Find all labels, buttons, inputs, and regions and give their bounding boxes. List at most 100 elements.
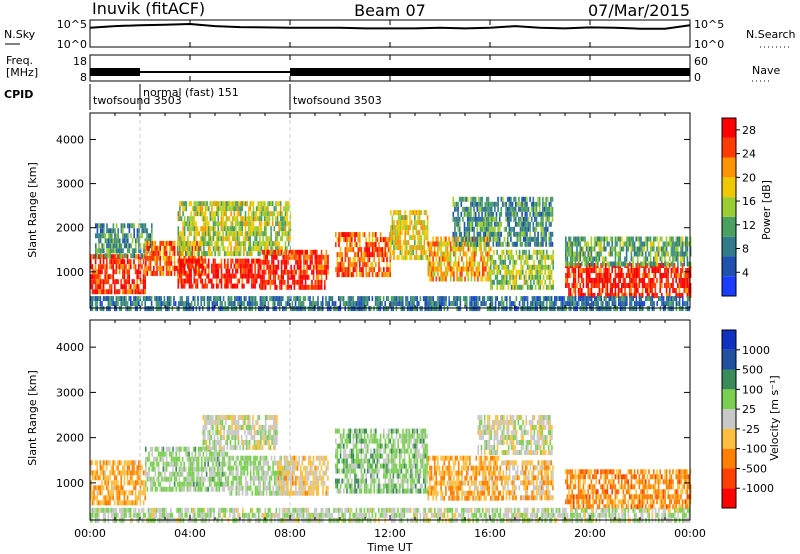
heatmap-cell (271, 201, 274, 207)
heatmap-cell (616, 241, 618, 247)
y-tick-label: 3000 (56, 178, 84, 191)
heatmap-cell (454, 256, 457, 262)
heatmap-cell (115, 264, 118, 270)
heatmap-cell (144, 238, 147, 244)
heatmap-cell (492, 226, 495, 232)
heatmap-cell (212, 226, 215, 232)
heatmap-cell (201, 251, 204, 257)
heatmap-cell (131, 480, 134, 486)
heatmap-cell (478, 261, 481, 267)
heatmap-cell (239, 258, 242, 264)
heatmap-cell (653, 246, 655, 252)
heatmap-cell (288, 301, 290, 307)
heatmap-cell (99, 301, 102, 307)
heatmap-cell (357, 252, 359, 258)
heatmap-cell (177, 246, 180, 252)
heatmap-cell (440, 301, 442, 307)
heatmap-cell (214, 226, 216, 232)
heatmap-cell (606, 268, 609, 273)
heatmap-cell (157, 296, 159, 302)
heatmap-cell (248, 296, 250, 302)
heatmap-cell (506, 231, 509, 237)
heatmap-cell (188, 251, 191, 257)
heatmap-cell (182, 301, 185, 307)
heatmap-cell (606, 306, 609, 312)
heatmap-cell (506, 274, 508, 280)
colorbar-segment (722, 276, 736, 296)
heatmap-cell (315, 301, 318, 307)
heatmap-cell (233, 251, 236, 257)
heatmap-cell (506, 306, 508, 312)
heatmap-cell (280, 249, 283, 255)
heatmap-cell (577, 261, 580, 267)
heatmap-cell (118, 495, 121, 501)
heatmap-cell (215, 201, 218, 207)
heatmap-cell (224, 301, 226, 307)
heatmap-cell (293, 284, 296, 290)
heatmap-cell (622, 241, 625, 247)
heatmap-cell (650, 296, 652, 302)
heatmap-cell (542, 296, 545, 302)
heatmap-cell (629, 288, 631, 293)
heatmap-cell (659, 288, 661, 293)
heatmap-cell (165, 446, 168, 452)
heatmap-cell (255, 231, 258, 237)
heatmap-cell (183, 461, 185, 467)
heatmap-cell (128, 259, 130, 265)
heatmap-cell (602, 306, 604, 312)
heatmap-cell (654, 293, 657, 298)
heatmap-cell (166, 306, 169, 312)
heatmap-cell (346, 252, 348, 258)
heatmap-cell (470, 251, 473, 257)
heatmap-cell (376, 296, 378, 302)
heatmap-cell (681, 293, 684, 298)
heatmap-cell (614, 236, 617, 242)
heatmap-cell (276, 211, 279, 217)
heatmap-cell (266, 264, 268, 270)
heatmap-cell (309, 296, 311, 302)
heatmap-cell (180, 461, 182, 467)
heatmap-cell (398, 240, 400, 246)
heatmap-cell (614, 268, 617, 273)
heatmap-cell (541, 306, 543, 312)
heatmap-cell (125, 470, 127, 476)
heatmap-cell (686, 296, 689, 302)
heatmap-cell (123, 253, 126, 259)
heatmap-cell (316, 264, 318, 270)
heatmap-cell (241, 221, 244, 227)
heatmap-cell (366, 296, 369, 302)
heatmap-cell (565, 261, 567, 267)
heatmap-cell (179, 278, 181, 284)
heatmap-cell (162, 451, 165, 457)
heatmap-cell (430, 251, 433, 257)
heatmap-cell (181, 466, 184, 472)
heatmap-cell (468, 221, 471, 227)
heatmap-cell (432, 266, 434, 272)
heatmap-cell (452, 241, 455, 247)
heatmap-cell (657, 263, 660, 268)
heatmap-cell (415, 210, 418, 216)
heatmap-cell (378, 272, 380, 278)
heatmap-cell (609, 288, 612, 293)
heatmap-cell (665, 251, 668, 257)
heatmap-cell (590, 288, 593, 293)
heatmap-cell (483, 241, 486, 247)
heatmap-cell (552, 301, 554, 307)
heatmap-cell (151, 486, 153, 492)
heatmap-cell (664, 251, 666, 257)
heatmap-cell (534, 249, 537, 255)
heatmap-cell (341, 252, 343, 258)
heatmap-cell (249, 226, 252, 232)
heatmap-cell (314, 259, 316, 265)
heatmap-cell (122, 228, 124, 234)
heatmap-cell (268, 211, 271, 217)
heatmap-cell (290, 264, 292, 270)
heatmap-cell (472, 261, 474, 267)
heatmap-cell (122, 490, 124, 496)
heatmap-cell (236, 216, 239, 222)
heatmap-cell (605, 301, 607, 307)
heatmap-cell (412, 235, 414, 241)
heatmap-cell (284, 259, 286, 265)
heatmap-cell (314, 279, 316, 285)
heatmap-cell (670, 268, 673, 273)
